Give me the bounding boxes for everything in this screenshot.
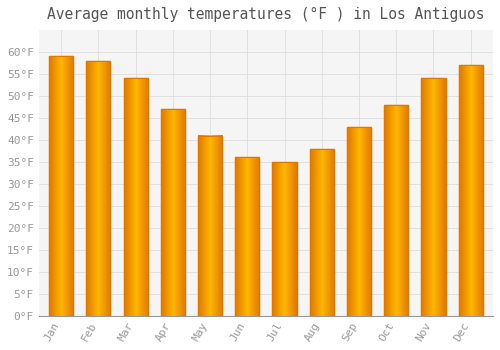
Bar (310, 149, 334, 316)
Bar (86, 61, 110, 316)
Bar (422, 78, 446, 316)
Bar (384, 105, 408, 316)
Bar (235, 158, 260, 316)
Bar (124, 78, 148, 316)
Bar (160, 109, 185, 316)
Bar (347, 127, 371, 316)
Bar (49, 56, 73, 316)
Bar (310, 149, 334, 316)
Bar (198, 135, 222, 316)
Bar (235, 158, 260, 316)
Bar (458, 65, 483, 316)
Bar (160, 109, 185, 316)
Bar (49, 56, 73, 316)
Bar (86, 61, 110, 316)
Bar (124, 78, 148, 316)
Title: Average monthly temperatures (°F ) in Los Antiguos: Average monthly temperatures (°F ) in Lo… (47, 7, 484, 22)
Bar (384, 105, 408, 316)
Bar (198, 135, 222, 316)
Bar (458, 65, 483, 316)
Bar (422, 78, 446, 316)
Bar (347, 127, 371, 316)
Bar (272, 162, 296, 316)
Bar (272, 162, 296, 316)
